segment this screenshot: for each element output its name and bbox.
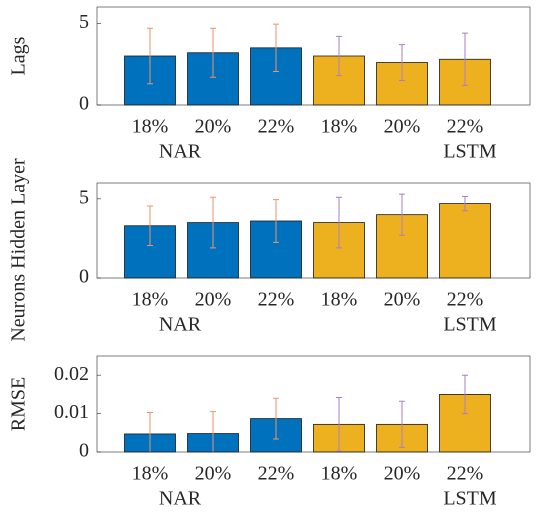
bar [439, 203, 491, 279]
error-bar [399, 193, 405, 236]
panel: 0 5 18% 20% 22% 18% 20% 22% NAR LSTM Lags [8, 6, 531, 163]
group-label: NAR [159, 141, 202, 163]
y-tick-label: 0 [79, 266, 89, 288]
error-bar [273, 397, 279, 440]
x-tick-label: 20% [384, 463, 421, 485]
x-tick-label: 18% [321, 463, 358, 485]
error-bar [399, 400, 405, 448]
error-bar [336, 396, 342, 452]
x-tick-label: 18% [321, 116, 358, 138]
x-tick-label: 20% [384, 116, 421, 138]
group-label: LSTM [443, 314, 497, 336]
error-bar [336, 35, 342, 77]
x-tick-label: 18% [132, 463, 169, 485]
x-tick-label: 20% [195, 116, 232, 138]
error-bar [462, 32, 468, 86]
x-tick-label: 20% [384, 289, 421, 311]
x-tick-label: 22% [258, 116, 295, 138]
x-tick-label: 22% [447, 289, 484, 311]
error-bar [210, 27, 216, 78]
group-label: LSTM [443, 488, 497, 510]
x-tick-label: 18% [321, 289, 358, 311]
axis-box [96, 182, 531, 279]
error-bar [273, 23, 279, 73]
error-bar [336, 196, 342, 249]
error-bar [462, 195, 468, 212]
axis-box [96, 6, 531, 106]
error-bar [210, 411, 216, 452]
error-bar [210, 196, 216, 249]
y-axis-label: Lags [8, 36, 30, 75]
panel: 0 5 18% 20% 22% 18% 20% 22% NAR LSTM Neurons Hidde… [8, 158, 531, 342]
x-tick-label: 18% [132, 289, 169, 311]
error-bar [147, 27, 153, 85]
y-axis-label: Neurons Hidden Layer [8, 158, 30, 342]
y-tick-label: 5 [79, 186, 89, 208]
x-tick-label: 22% [447, 116, 484, 138]
error-bar [147, 411, 153, 452]
group-label: NAR [159, 314, 202, 336]
group-label: LSTM [443, 141, 497, 163]
y-tick-label: 0.02 [54, 363, 89, 385]
x-tick-label: 22% [258, 289, 295, 311]
x-tick-label: 20% [195, 463, 232, 485]
axis-box [96, 355, 531, 453]
error-bar [147, 205, 153, 247]
x-tick-label: 20% [195, 289, 232, 311]
y-tick-label: 0.01 [54, 401, 89, 423]
x-tick-label: 22% [447, 463, 484, 485]
error-bar [273, 199, 279, 243]
y-axis-label: RMSE [8, 377, 30, 431]
group-label: NAR [159, 488, 202, 510]
y-tick-label: 0 [79, 440, 89, 462]
error-bar [399, 44, 405, 81]
error-bar [462, 374, 468, 415]
x-tick-label: 18% [132, 116, 169, 138]
x-tick-label: 22% [258, 463, 295, 485]
y-tick-label: 5 [79, 11, 89, 33]
panel: 0 0.01 0.02 18% 20% 22% 18% 20% 22% NAR LSTM RMSE [8, 355, 531, 510]
y-tick-label: 0 [79, 93, 89, 115]
